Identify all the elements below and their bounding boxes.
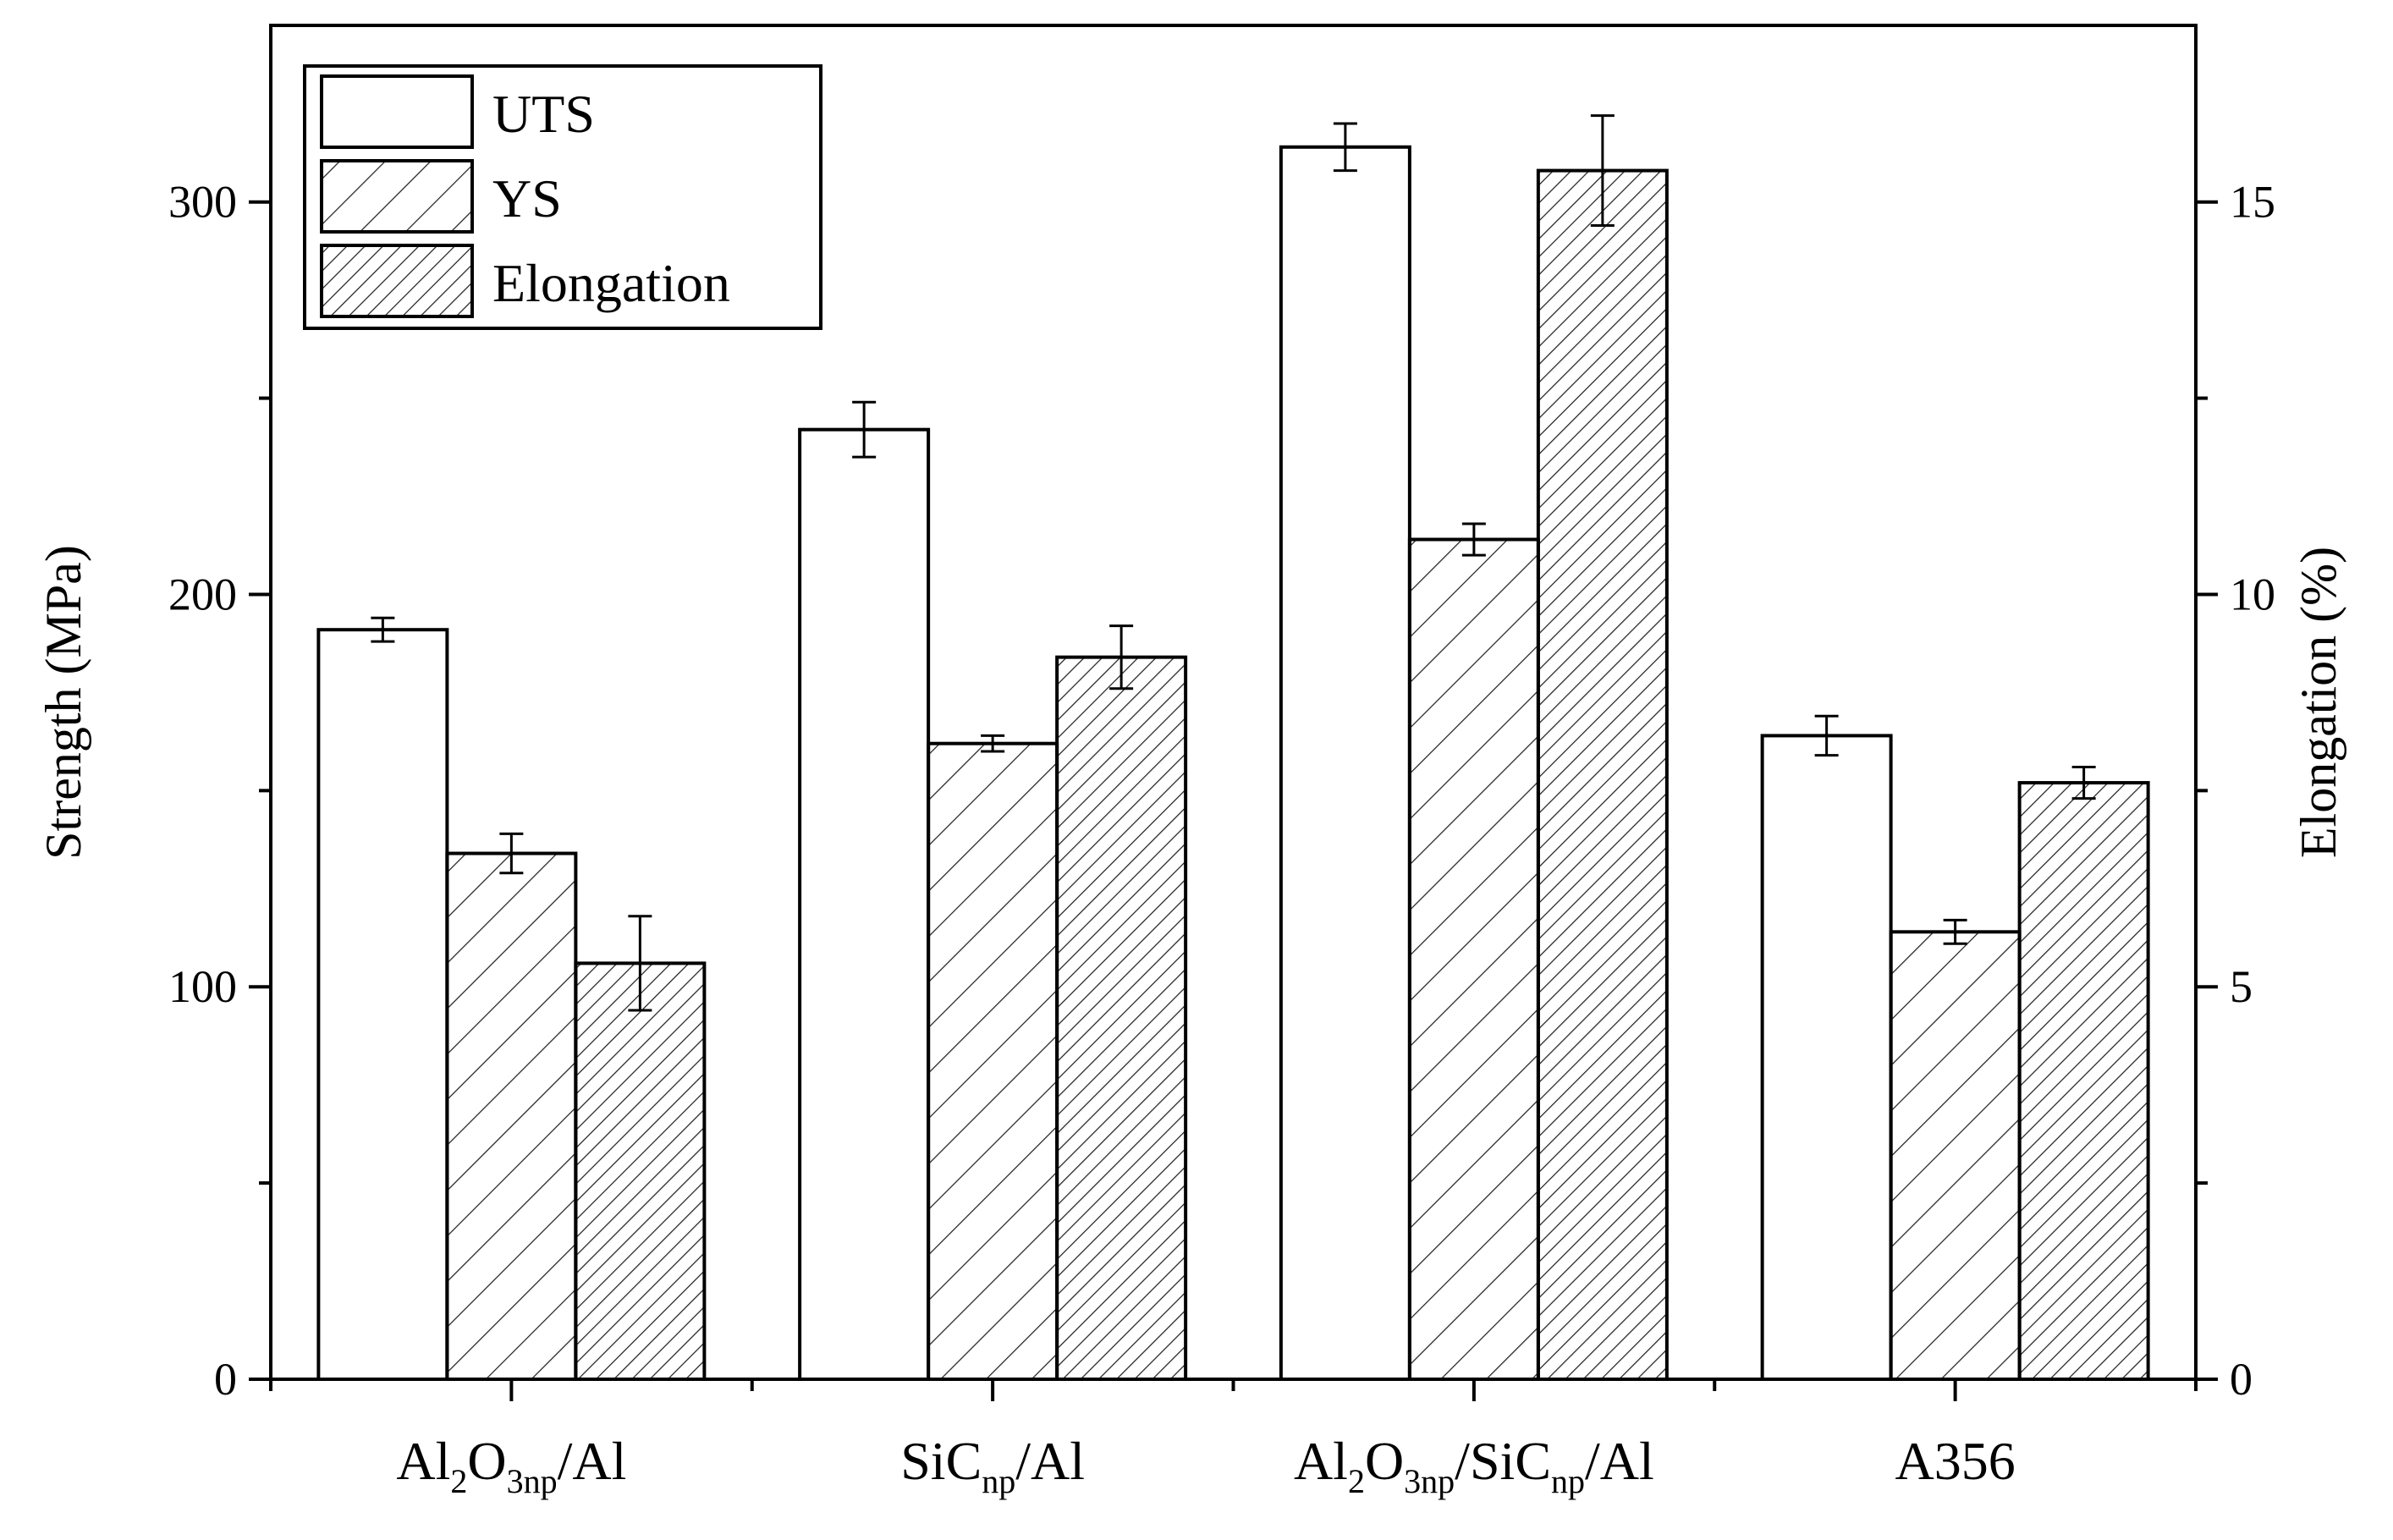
bar-ys-4	[1889, 930, 2022, 1381]
y2-tick-label-10: 10	[2230, 569, 2275, 619]
legend: UTS YS Elongation	[303, 64, 822, 330]
bar-ys-3	[1407, 537, 1540, 1381]
y2-tick-label-0: 0	[2230, 1354, 2253, 1405]
legend-label-uts: UTS	[492, 84, 595, 144]
x-category-label-1: Al2O3np/Al	[396, 1431, 626, 1500]
bar-elongation-3	[1536, 168, 1669, 1381]
errorbar-elongation-2	[1109, 624, 1134, 690]
errorbar-elongation-4	[2071, 766, 2096, 800]
x-category-label-4: A356	[1895, 1431, 2016, 1491]
errorbar-uts-2	[852, 400, 877, 459]
bar-elongation-1	[574, 961, 707, 1381]
y-tick-label-200: 200	[168, 569, 237, 619]
x-category-label-3: Al2O3np/SiCnp/Al	[1294, 1431, 1654, 1500]
errorbar-elongation-3	[1590, 114, 1615, 228]
y2-axis-title: Elongation (%)	[2291, 547, 2346, 858]
errorbar-ys-1	[499, 832, 524, 875]
legend-swatch-uts	[320, 74, 474, 149]
errorbar-uts-4	[1814, 714, 1839, 757]
errorbar-ys-2	[981, 734, 1005, 753]
y-axis-title: Strength (MPa)	[36, 545, 91, 860]
bar-ys-2	[927, 741, 1059, 1381]
x-category-label-2: SiCnp/Al	[900, 1431, 1085, 1500]
bar-ys-1	[445, 851, 578, 1381]
errorbar-ys-4	[1943, 918, 1967, 945]
errorbar-elongation-1	[628, 915, 652, 1012]
errorbar-uts-3	[1333, 122, 1357, 173]
y2-tick-label-5: 5	[2230, 961, 2253, 1012]
bar-uts-3	[1279, 145, 1411, 1382]
legend-label-elongation: Elongation	[492, 253, 730, 313]
errorbar-ys-3	[1461, 522, 1486, 557]
errorbar-uts-1	[371, 616, 395, 643]
bar-uts-1	[316, 628, 449, 1381]
bar-uts-4	[1760, 734, 1893, 1381]
y-tick-label-0: 0	[214, 1354, 237, 1405]
bar-uts-2	[798, 427, 931, 1381]
bar-elongation-4	[2017, 781, 2150, 1381]
y-tick-label-300: 300	[168, 177, 237, 228]
legend-swatch-elongation	[320, 244, 474, 318]
legend-label-ys: YS	[492, 168, 562, 228]
y2-tick-label-15: 15	[2230, 177, 2275, 228]
legend-swatch-ys	[320, 159, 474, 234]
bar-elongation-2	[1055, 655, 1188, 1381]
y-tick-label-100: 100	[168, 961, 237, 1012]
